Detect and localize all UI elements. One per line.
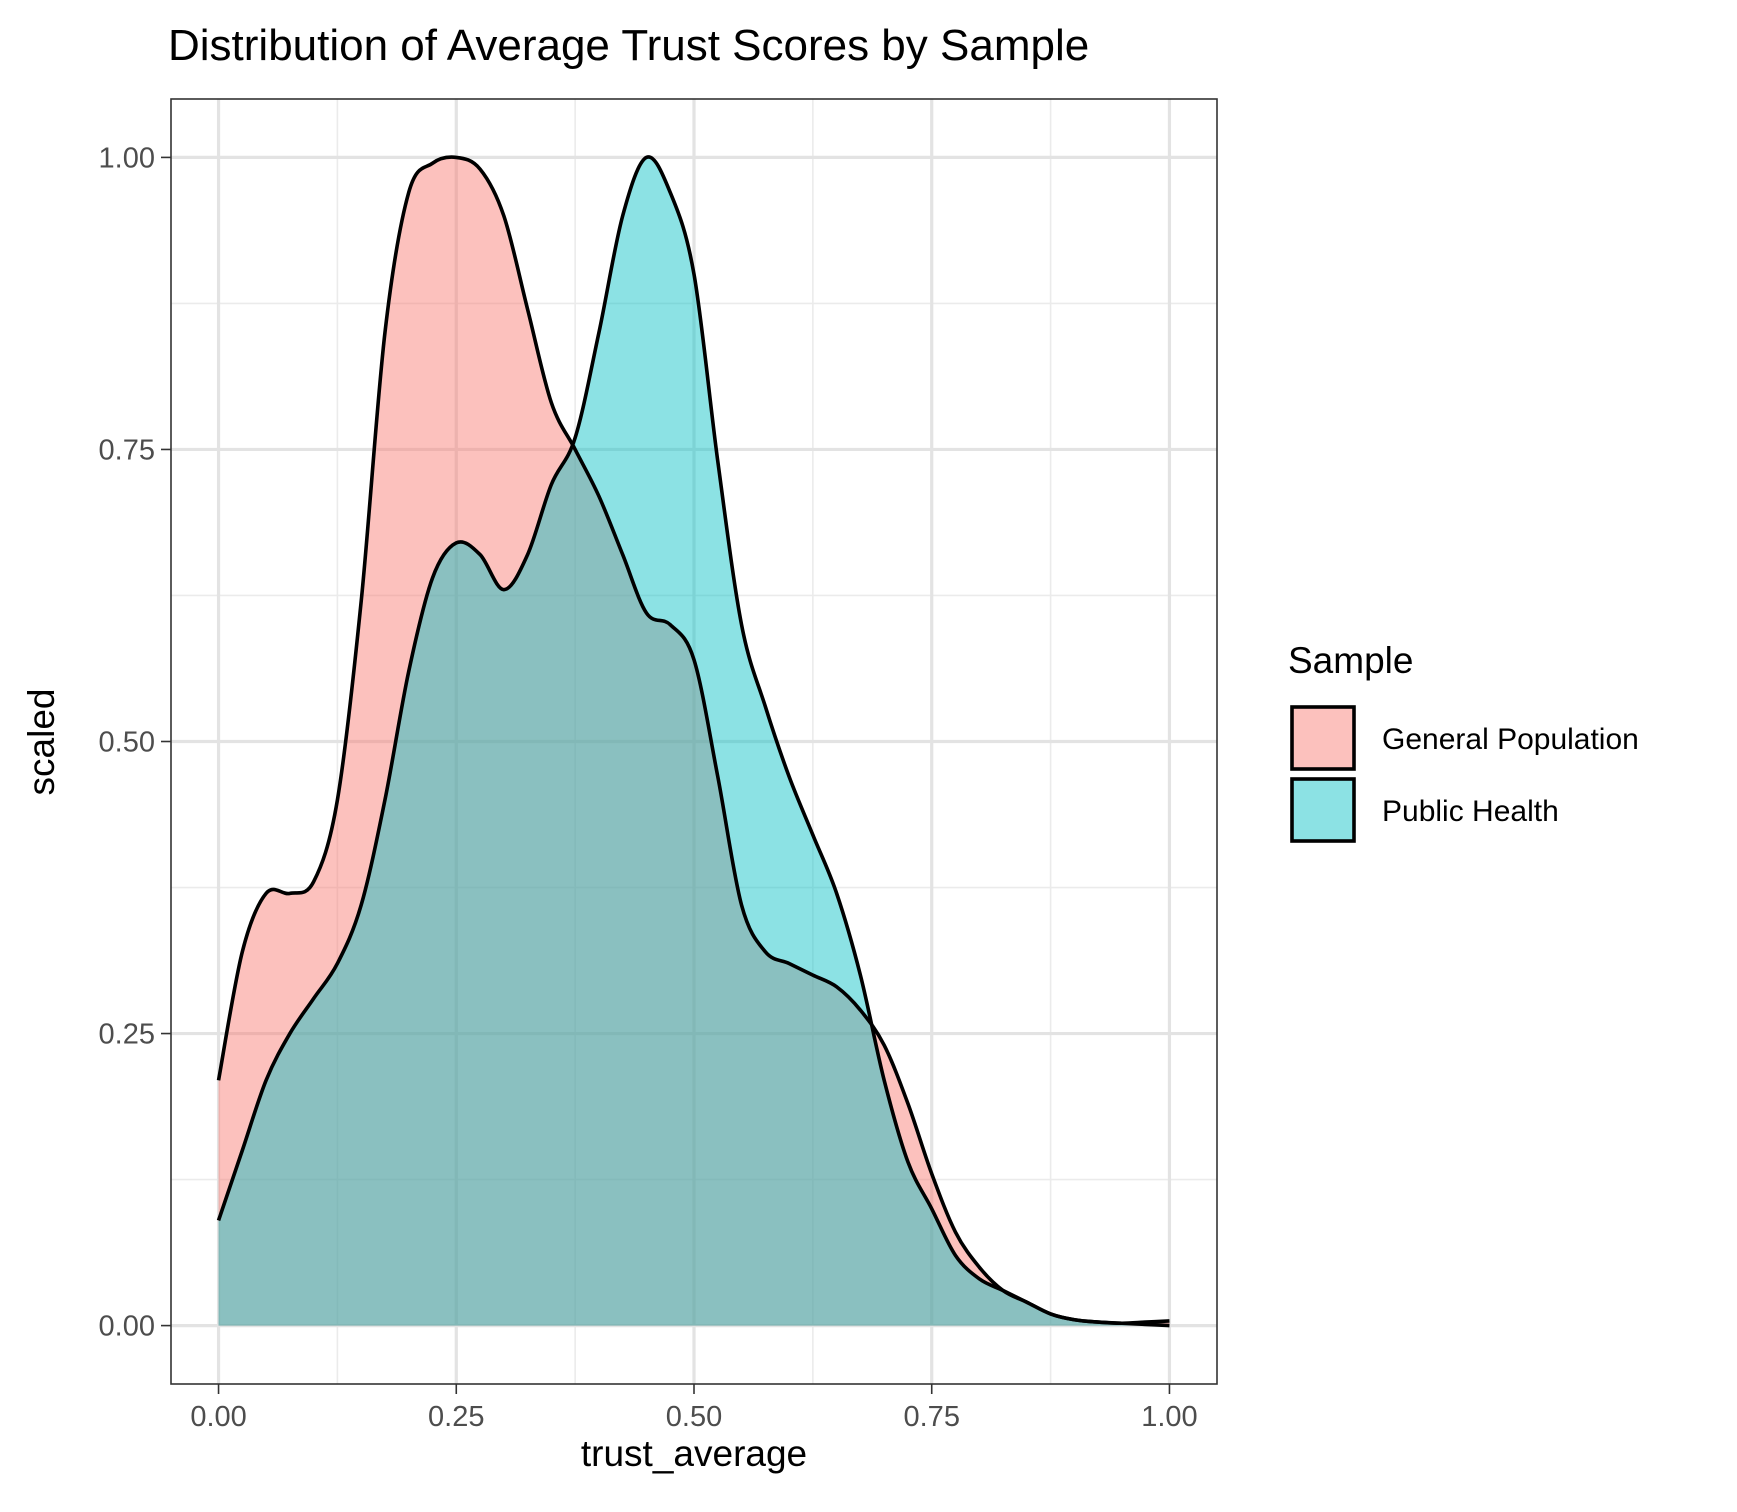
legend-label-1: General Population: [1382, 723, 1639, 756]
density-area-1: [218, 157, 1170, 1326]
y-axis-title: scaled: [21, 689, 62, 796]
density-area-2: [218, 156, 1170, 1326]
x-axis-ticks: 0.00 0.25 0.50 0.75 1.00: [190, 1384, 1198, 1433]
legend-key-bg: [1290, 705, 1356, 771]
legend-key-bg: [1290, 777, 1356, 843]
y-tick-label: 0.25: [99, 1019, 155, 1051]
density-areas: [218, 156, 1170, 1326]
y-tick-label: 1.00: [99, 142, 155, 174]
legend-title: Sample: [1288, 640, 1413, 681]
y-tick-label: 0.75: [99, 434, 155, 466]
y-axis-ticks: 0.00 0.25 0.50 0.75 1.00: [99, 142, 171, 1343]
density-lines: [216, 155, 1170, 1328]
x-tick-label: 1.00: [1141, 1401, 1197, 1433]
x-tick-label: 0.50: [666, 1401, 722, 1433]
legend-key-2: [1290, 777, 1356, 843]
x-axis-title: trust_average: [581, 1433, 807, 1474]
x-tick-label: 0.00: [190, 1401, 246, 1433]
legend-label-2: Public Health: [1382, 795, 1559, 828]
legend-key-1: [1290, 705, 1356, 771]
x-tick-label: 0.75: [904, 1401, 960, 1433]
y-tick-label: 0.00: [99, 1311, 155, 1343]
x-tick-label: 0.25: [428, 1401, 484, 1433]
legend: Sample General Population Public Health: [1288, 640, 1639, 843]
y-tick-label: 0.50: [99, 727, 155, 759]
density-line-2: [216, 155, 1170, 1328]
chart-title: Distribution of Average Trust Scores by …: [168, 21, 1089, 70]
density-line-1: [216, 155, 1170, 1326]
